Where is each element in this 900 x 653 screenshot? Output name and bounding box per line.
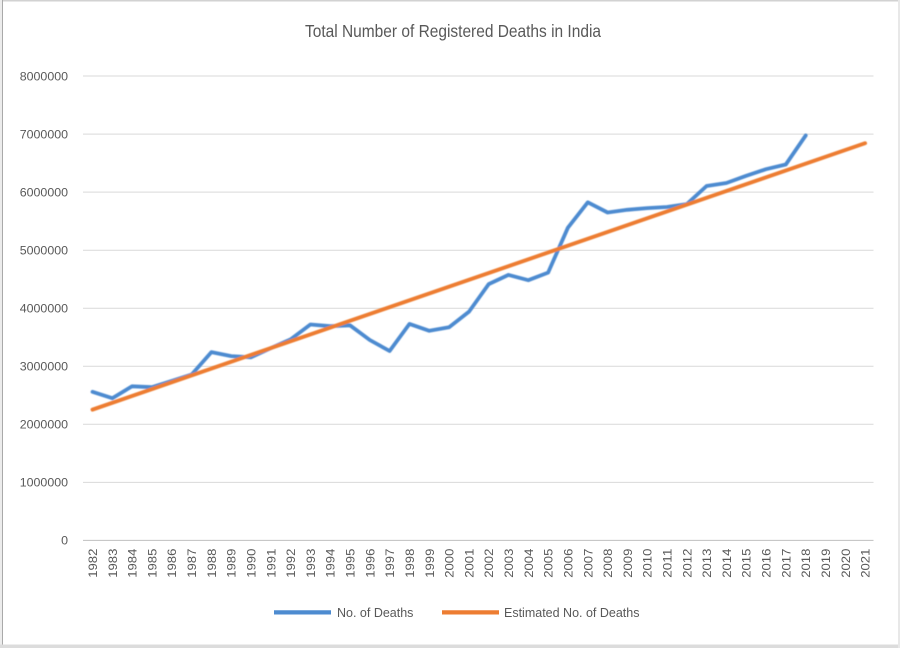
svg-text:3000000: 3000000 (20, 360, 68, 374)
svg-text:2008: 2008 (601, 548, 615, 577)
svg-text:6000000: 6000000 (20, 185, 68, 199)
svg-text:1000000: 1000000 (20, 476, 68, 490)
svg-text:1994: 1994 (324, 548, 338, 577)
svg-text:1992: 1992 (284, 548, 298, 577)
svg-text:0: 0 (61, 534, 68, 548)
svg-text:2015: 2015 (740, 548, 754, 577)
svg-text:2021: 2021 (859, 548, 873, 577)
svg-text:2017: 2017 (779, 548, 793, 577)
svg-text:2012: 2012 (680, 548, 694, 577)
svg-text:Total Number of Registered Dea: Total Number of Registered Deaths in Ind… (305, 21, 601, 41)
svg-text:1983: 1983 (106, 548, 120, 577)
svg-text:2007: 2007 (581, 548, 595, 577)
svg-text:1984: 1984 (126, 548, 140, 577)
svg-text:2013: 2013 (700, 548, 714, 577)
svg-text:1991: 1991 (264, 548, 278, 577)
svg-text:1997: 1997 (383, 548, 397, 577)
svg-text:2002: 2002 (482, 548, 496, 577)
svg-text:1988: 1988 (205, 548, 219, 577)
svg-text:1990: 1990 (245, 548, 259, 577)
svg-text:Estimated No. of Deaths: Estimated No. of Deaths (504, 606, 639, 620)
svg-text:1995: 1995 (344, 548, 358, 577)
svg-text:1987: 1987 (185, 548, 199, 577)
svg-text:1998: 1998 (403, 548, 417, 577)
svg-text:1985: 1985 (145, 548, 159, 577)
svg-text:2009: 2009 (621, 548, 635, 577)
svg-text:4000000: 4000000 (20, 302, 68, 316)
svg-text:1999: 1999 (423, 548, 437, 577)
svg-text:1982: 1982 (86, 548, 100, 577)
svg-text:2018: 2018 (799, 548, 813, 577)
svg-text:8000000: 8000000 (20, 69, 68, 83)
svg-text:5000000: 5000000 (20, 244, 68, 258)
svg-text:2000: 2000 (443, 548, 457, 577)
svg-text:2006: 2006 (561, 548, 575, 577)
svg-text:2011: 2011 (661, 548, 675, 577)
svg-text:1993: 1993 (304, 548, 318, 577)
svg-text:2003: 2003 (502, 548, 516, 577)
svg-text:No. of Deaths: No. of Deaths (337, 606, 413, 620)
svg-text:2020: 2020 (839, 548, 853, 577)
svg-text:2001: 2001 (462, 548, 476, 577)
svg-text:2019: 2019 (819, 548, 833, 577)
svg-text:1986: 1986 (165, 548, 179, 577)
svg-text:1996: 1996 (363, 548, 377, 577)
svg-text:1989: 1989 (225, 548, 239, 577)
svg-text:2005: 2005 (542, 548, 556, 577)
svg-text:2000000: 2000000 (20, 418, 68, 432)
svg-text:2016: 2016 (760, 548, 774, 577)
svg-text:2014: 2014 (720, 548, 734, 577)
svg-text:2004: 2004 (522, 548, 536, 577)
svg-text:7000000: 7000000 (20, 127, 68, 141)
svg-text:2010: 2010 (641, 548, 655, 577)
